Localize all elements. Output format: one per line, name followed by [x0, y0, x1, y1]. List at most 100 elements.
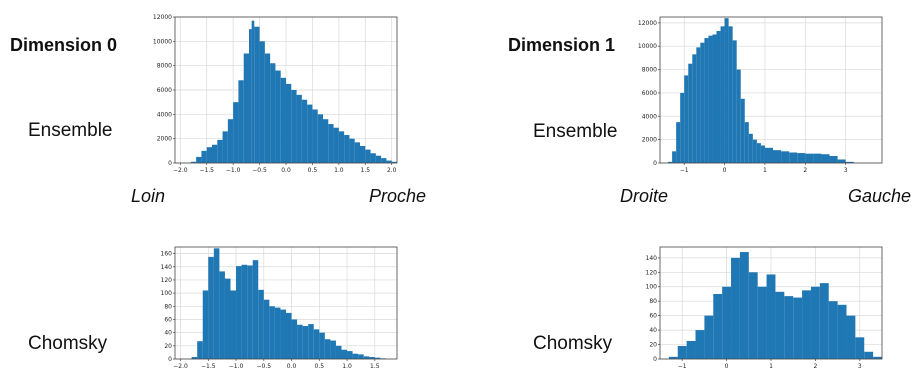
histogram-bar [269, 306, 275, 359]
x-tick-label: 1 [769, 363, 773, 370]
histogram-bar [760, 145, 765, 163]
histogram-bar [748, 133, 753, 163]
histogram-bar [275, 70, 281, 163]
histogram-bar [695, 330, 705, 359]
histogram-bar [731, 257, 740, 359]
histogram-bar [259, 41, 265, 163]
x-tick-label: −1.0 [229, 363, 244, 370]
histogram-bar [301, 99, 308, 163]
y-tick-label: 0 [168, 356, 172, 363]
histogram-bar [286, 312, 292, 359]
histogram-bar [313, 329, 320, 359]
histogram-bar [243, 53, 249, 163]
y-tick-label: 100 [646, 284, 658, 291]
histogram-bar [227, 119, 234, 163]
x-tick-label: 0.0 [281, 167, 291, 174]
histogram-bar [370, 153, 376, 163]
histogram-bar [764, 147, 774, 163]
y-tick-label: 100 [161, 290, 173, 297]
histogram-bar [789, 152, 798, 163]
y-tick-label: 20 [649, 342, 657, 349]
x-tick-label: 0.0 [287, 363, 297, 370]
histogram-bar [704, 315, 714, 359]
histogram-bar [274, 307, 281, 359]
histogram-bar [296, 94, 302, 163]
x-tick-label: 1.0 [342, 363, 352, 370]
histogram-bar [217, 139, 223, 163]
x-tick-label: 2 [813, 363, 817, 370]
histogram-bar [692, 54, 697, 163]
histogram-bar [263, 299, 270, 359]
plot-frame [659, 16, 883, 164]
histogram-bar [712, 34, 717, 163]
histogram-bar [319, 332, 325, 359]
histogram-bar [238, 80, 244, 163]
histogram-bar [190, 161, 197, 163]
histogram-bar [676, 122, 681, 163]
histogram-bar [363, 356, 370, 359]
row-label-ensemble-right: Ensemble [533, 121, 618, 142]
histogram-bar [291, 90, 297, 163]
plot-frame [174, 246, 398, 360]
histogram-bar [375, 155, 382, 163]
histogram-bar [324, 339, 331, 359]
histogram-bar [391, 161, 397, 163]
histogram-bar [732, 40, 737, 163]
histogram-bar [206, 147, 212, 163]
y-tick-label: 6000 [157, 87, 172, 94]
histogram-bar [668, 356, 678, 359]
histogram-bar [802, 290, 811, 359]
histogram-bar [752, 139, 757, 163]
y-tick-label: 120 [161, 277, 173, 284]
x-tick-label: 0.5 [315, 363, 325, 370]
histogram-bar [344, 135, 350, 163]
histogram-bar [704, 38, 709, 163]
dimension-0-title: Dimension 0 [10, 35, 118, 55]
histogram-bar [251, 20, 255, 164]
x-tick-label: −1.5 [201, 363, 216, 370]
histogram-bar [873, 356, 882, 359]
y-tick-label: 40 [164, 330, 172, 337]
x-tick-label: −1.0 [226, 167, 241, 174]
histogram-bar [829, 155, 838, 163]
histogram-bar [312, 109, 318, 163]
row-label-ensemble-left: Ensemble [28, 120, 113, 141]
y-tick-label: 20 [164, 343, 172, 350]
histogram-bar [249, 29, 252, 163]
y-tick-label: 140 [161, 264, 173, 271]
histogram-bar [713, 293, 723, 359]
histogram-bar [736, 69, 741, 163]
histogram-bar [241, 264, 248, 359]
histogram-bar [369, 357, 375, 359]
histogram-bar [308, 324, 314, 359]
histogram-bar [775, 291, 785, 359]
histogram-bar [864, 351, 874, 359]
histogram-bar [720, 26, 725, 164]
x-tick-label: 2 [803, 167, 807, 174]
histogram-bar [202, 290, 209, 359]
y-tick-label: 4000 [157, 111, 172, 118]
histogram-bar [819, 283, 829, 359]
chart-dim1-chomsky: −1 0 1 2 3 0 20 40 60 80 100 120 140 [646, 246, 883, 370]
y-tick-label: 60 [164, 316, 172, 323]
histogram-bar [672, 151, 677, 163]
histogram-bar [258, 289, 264, 359]
histogram-bar [302, 326, 309, 359]
x-tick-label: −1 [678, 363, 687, 370]
y-tick-label: 4000 [642, 113, 657, 120]
histogram-bar [728, 26, 733, 164]
histogram-bar [724, 18, 729, 163]
row-label-chomsky-left: Chomsky [28, 333, 108, 354]
histogram-bar [341, 349, 348, 359]
histogram-bar [297, 324, 303, 359]
y-tick-label: 2000 [642, 137, 657, 144]
histogram-bar [349, 138, 355, 163]
histogram-bar [744, 122, 749, 163]
y-tick-label: 40 [649, 327, 657, 334]
x-tick-label: −1 [680, 167, 689, 174]
histogram-bar [335, 345, 342, 359]
histogram-bar [756, 143, 761, 163]
histogram-bar [307, 104, 313, 163]
histogram-bar [201, 150, 207, 163]
histogram-bar [837, 304, 847, 359]
